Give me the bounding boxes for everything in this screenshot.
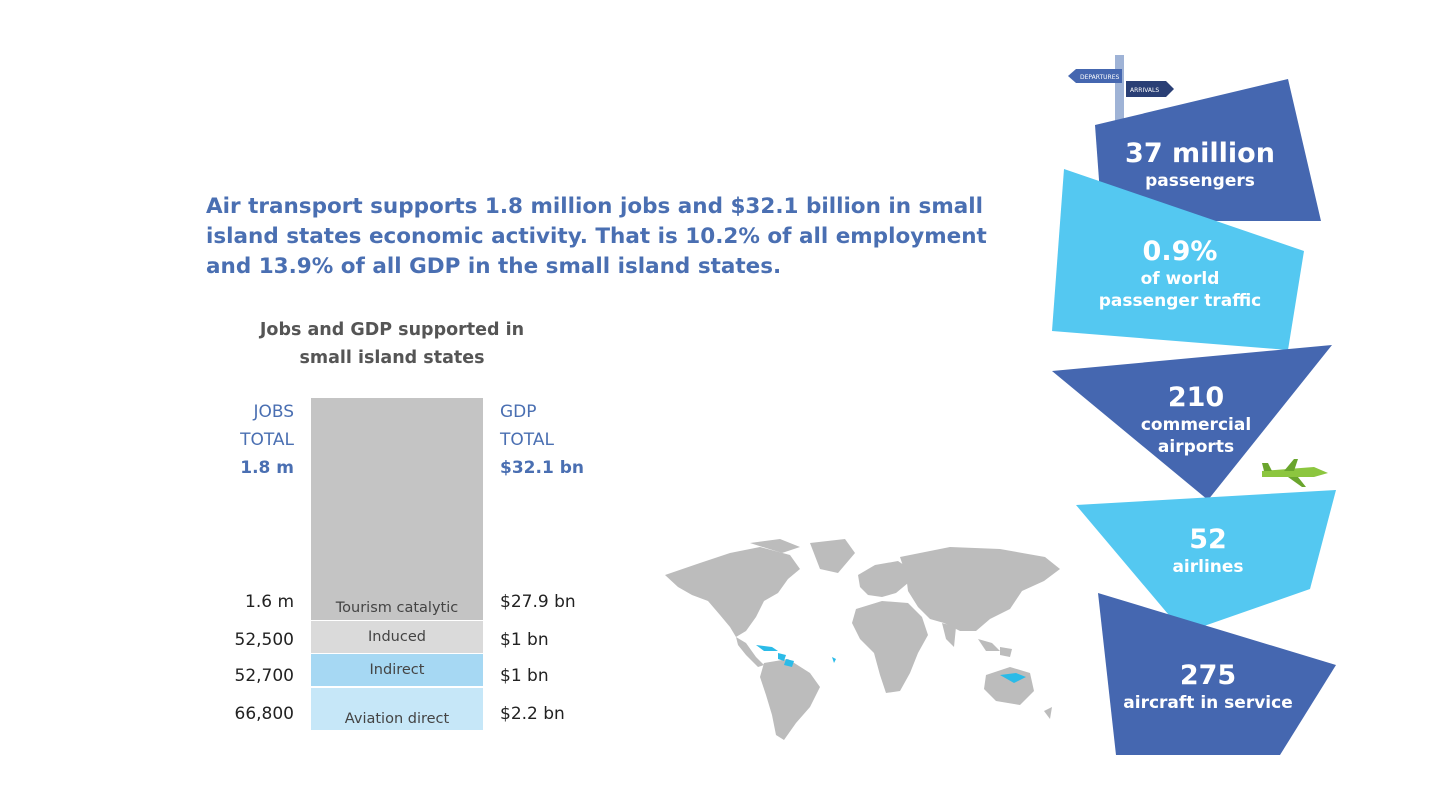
signpost-departures-label: DEPARTURES <box>1080 74 1119 81</box>
stat-airlines-number: 52 <box>1189 524 1227 555</box>
bar-label-tourism-catalytic: Tourism catalytic <box>335 600 459 616</box>
stat-passengers-desc: passengers <box>1145 171 1255 191</box>
bar-induced: Induced <box>311 621 483 653</box>
stat-panel-aircraft <box>1098 593 1336 755</box>
stat-airlines-desc: airlines <box>1172 557 1244 577</box>
jobs-total: 1.8 m <box>240 458 294 478</box>
stat-passengers-number: 37 million <box>1125 138 1275 169</box>
stat-airlines: 52 airlines <box>1118 524 1298 578</box>
jobs-value-tourism: 1.6 m <box>245 592 294 612</box>
stat-airports-desc-2: airports <box>1157 437 1235 457</box>
stat-airports-number: 210 <box>1167 382 1225 413</box>
gdp-header-line2: TOTAL <box>500 430 554 450</box>
bar-label-aviation-direct: Aviation direct <box>344 711 450 727</box>
stat-share-desc-2: passenger traffic <box>1098 291 1262 311</box>
bar-aviation-direct: Aviation direct <box>311 688 483 730</box>
stat-aircraft-number: 275 <box>1179 660 1237 691</box>
airplane-icon <box>1262 459 1328 487</box>
stat-panel-share <box>1052 169 1304 350</box>
stat-airports-desc-1: commercial <box>1140 415 1252 435</box>
headline: Air transport supports 1.8 million jobs … <box>206 194 987 279</box>
gdp-value-indirect: $1 bn <box>500 666 549 686</box>
bar-tourism-catalytic: Tourism catalytic <box>311 398 483 620</box>
signpost-pole <box>1115 55 1124 125</box>
gdp-total: $32.1 bn <box>500 458 584 478</box>
signpost-departures <box>1068 69 1122 83</box>
jobs-value-aviation: 66,800 <box>234 704 294 724</box>
stat-aircraft-desc: aircraft in service <box>1123 693 1293 713</box>
gdp-value-induced: $1 bn <box>500 630 549 650</box>
signpost-arrivals-label: ARRIVALS <box>1130 87 1159 94</box>
stat-panel-airports <box>1052 345 1332 500</box>
stat-panel-passengers <box>1095 79 1321 221</box>
bar-label-induced: Induced <box>368 629 426 645</box>
world-map <box>665 539 1060 740</box>
stat-airports: 210 commercial airports <box>1106 382 1286 458</box>
jobs-header-line2: TOTAL <box>240 430 294 450</box>
gdp-value-aviation: $2.2 bn <box>500 704 565 724</box>
chart-title: Jobs and GDP supported in small island s… <box>259 320 525 368</box>
gdp-value-tourism: $27.9 bn <box>500 592 576 612</box>
stat-passengers: 37 million passengers <box>1110 138 1290 192</box>
stats-graphic: DEPARTURES ARRIVALS <box>1052 55 1336 755</box>
bar-indirect: Indirect <box>311 654 483 686</box>
jobs-value-indirect: 52,700 <box>234 666 294 686</box>
stat-share: 0.9% of world passenger traffic <box>1090 236 1270 312</box>
signpost-arrivals <box>1126 81 1174 97</box>
stat-share-desc-1: of world <box>1140 269 1220 289</box>
stat-panel-airlines <box>1076 490 1336 633</box>
jobs-value-induced: 52,500 <box>234 630 294 650</box>
stat-share-number: 0.9% <box>1142 236 1218 267</box>
jobs-header-line1: JOBS <box>253 402 294 422</box>
bar-label-indirect: Indirect <box>369 662 425 678</box>
stat-aircraft: 275 aircraft in service <box>1118 660 1298 714</box>
gdp-header-line1: GDP <box>500 402 537 422</box>
